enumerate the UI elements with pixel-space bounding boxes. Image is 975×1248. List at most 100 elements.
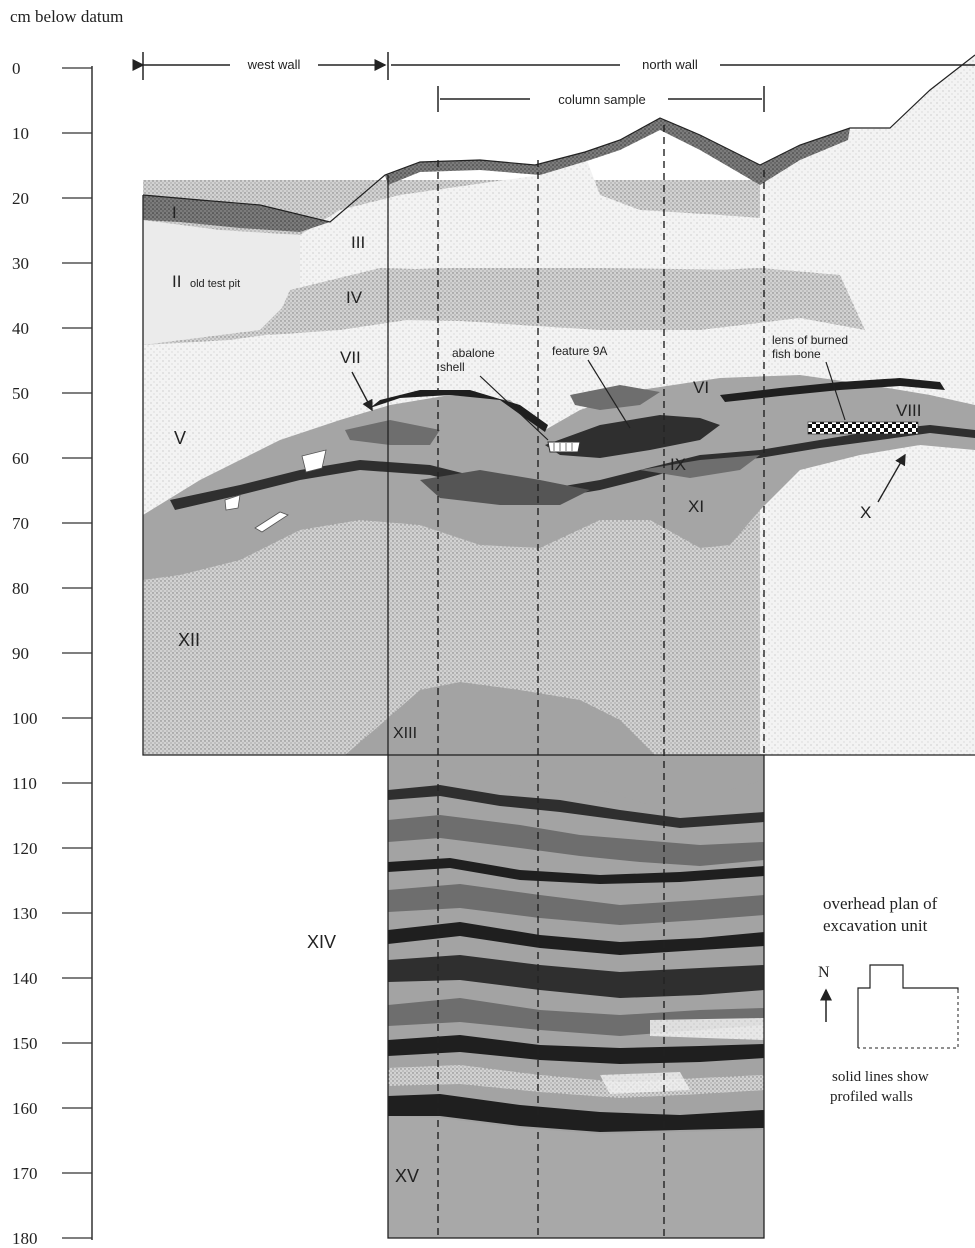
axis-tick-label: 50: [12, 384, 29, 403]
label-II: II: [172, 272, 181, 291]
lens-5: [388, 922, 764, 955]
axis-tick-label: 30: [12, 254, 29, 273]
abalone-label-1: abalone: [452, 346, 495, 360]
ground-surface-line: [142, 54, 975, 223]
feature-9A-fill: [545, 415, 720, 458]
label-V: V: [174, 428, 186, 448]
label-IV: IV: [346, 288, 363, 307]
label-II-note: old test pit: [190, 278, 240, 290]
axis-tick-label: 60: [12, 449, 29, 468]
abalone-shell: [547, 441, 581, 453]
dark-lens-mid: [420, 470, 590, 505]
lower-profile: [387, 754, 765, 1239]
plan-title-1: overhead plan of: [823, 894, 938, 913]
stratum-IV-fill: [270, 268, 865, 335]
axis-tick-label: 130: [12, 904, 38, 923]
surface-crust: [385, 118, 850, 185]
lens-leader: [825, 361, 846, 421]
lens-label-2: fish bone: [772, 347, 821, 361]
label-XV: XV: [395, 1166, 419, 1186]
axis-tick-label: 140: [12, 969, 38, 988]
light-patch-2: [600, 1072, 690, 1094]
stratum-VI-dark: [570, 385, 660, 410]
column-unit-outline: [387, 754, 765, 1239]
plan-note-2: profiled walls: [830, 1089, 913, 1105]
axis-tick-label: 180: [12, 1229, 38, 1248]
dark-lens-left: [345, 420, 440, 445]
column-sample-label: column sample: [558, 92, 645, 107]
abalone-label-2: shell: [440, 360, 465, 374]
axis-tick-label: 20: [12, 189, 29, 208]
axis-tick-label: 90: [12, 644, 29, 663]
axis-tick-label: 70: [12, 514, 29, 533]
VII-arrow: [351, 371, 373, 412]
axis-title: cm below datum: [10, 7, 123, 26]
label-IX: IX: [670, 455, 686, 474]
label-VI: VI: [693, 378, 709, 397]
lens-2: [388, 815, 764, 866]
label-VII: VII: [340, 348, 361, 367]
plan-title-2: excavation unit: [823, 916, 928, 935]
north-label: N: [818, 964, 830, 981]
west-wall-outline: [142, 195, 388, 756]
axis-tick-label: 160: [12, 1099, 38, 1118]
stratum-XIII-fill: [345, 682, 760, 800]
column-sample-lines: [437, 125, 765, 1238]
X-arrow: [877, 453, 906, 503]
stratum-VI-XI-fill: [143, 375, 975, 580]
abalone-leader: [479, 375, 549, 441]
stratum-XIII-lower: [388, 755, 764, 810]
axis-tick-label: 170: [12, 1164, 38, 1183]
axis-tick-label: 80: [12, 579, 29, 598]
axis-tick-label: 40: [12, 319, 29, 338]
axis-ticks: 0 10 20 30 40 50 60 70 80 90 100 110 120 130 140 150 160…: [12, 59, 92, 1248]
plan-inset: overhead plan of excavation unit N solid…: [818, 894, 959, 1105]
lens-4: [388, 884, 764, 925]
label-VIII: VIII: [896, 401, 922, 420]
white-inclusion-2: [224, 494, 241, 511]
depth-axis: cm below datum 0 10 20 30 40 50 60 70 80 90 100 110…: [10, 7, 123, 1248]
stratum-VII-line: [370, 390, 548, 432]
label-XIV: XIV: [307, 932, 336, 952]
stratum-II-fill: [143, 220, 300, 345]
light-patch-1: [650, 1018, 764, 1040]
white-inclusion-1: [301, 449, 327, 473]
fish-bone-lens: [807, 421, 919, 435]
label-XI: XI: [688, 497, 704, 516]
north-wall-label: north wall: [642, 57, 698, 72]
feature-label: feature 9A: [552, 344, 607, 358]
stratum-labels: I II old test pit III IV V VI VII VIII I…: [172, 203, 922, 1186]
wall-dimension-lines: west wall north wall column sample: [132, 52, 975, 112]
stratum-III-fill: [300, 155, 840, 290]
lens-1: [388, 785, 764, 828]
lens-6: [388, 955, 764, 998]
upper-profile: [142, 54, 975, 800]
lens-10: [388, 1094, 764, 1132]
plan-dashed-walls: [858, 990, 959, 1049]
stratum-I-fill: [143, 195, 330, 232]
axis-tick-label: 0: [12, 59, 21, 78]
axis-tick-label: 120: [12, 839, 38, 858]
plan-note-1: solid lines show: [832, 1069, 929, 1085]
axis-tick-label: 110: [12, 774, 37, 793]
feature-leader: [587, 359, 631, 429]
stratum-IX-dark: [640, 455, 760, 478]
lens-3: [388, 858, 764, 884]
stratum-XV-fill: [388, 1116, 764, 1238]
axis-tick-label: 150: [12, 1034, 38, 1053]
label-XIII: XIII: [393, 725, 417, 742]
annotations: abalone shell feature 9A lens of burned …: [351, 333, 906, 503]
axis-tick-label: 100: [12, 709, 38, 728]
label-I: I: [172, 203, 177, 222]
stratum-VIII-upper-line: [720, 378, 945, 402]
label-X: X: [860, 503, 871, 522]
west-wall-label: west wall: [247, 57, 301, 72]
label-XII: XII: [178, 630, 200, 650]
label-III: III: [351, 233, 365, 252]
axis-tick-label: 10: [12, 124, 29, 143]
plan-solid-walls: [857, 964, 959, 1048]
lens-label-1: lens of burned: [772, 333, 848, 347]
lens-8: [388, 1035, 764, 1064]
white-inclusion-3: [254, 511, 289, 533]
